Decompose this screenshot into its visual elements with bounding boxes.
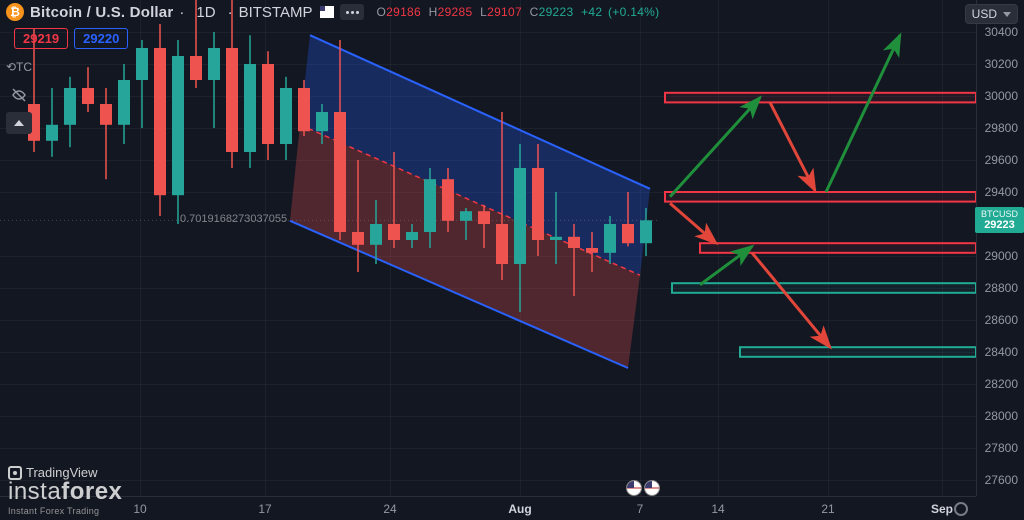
y-axis[interactable]: 3040030200300002980029600294002900028800… (976, 0, 1024, 496)
bid-badge[interactable]: 29219 (14, 28, 68, 49)
price-badges: 29219 29220 (14, 28, 128, 49)
price-tag-value: 29223 (984, 219, 1015, 231)
tradingview-icon (8, 466, 22, 480)
exchange-label[interactable]: BITSTAMP (239, 4, 313, 21)
currency-selector-value: USD (972, 7, 997, 21)
x-axis[interactable]: 101724Aug71421Sep (0, 496, 976, 520)
instaforex-tagline: Instant Forex Trading (8, 506, 122, 516)
more-options-button[interactable] (340, 4, 364, 20)
price-tag-symbol: BTCUSD (981, 209, 1018, 219)
us-event-icon[interactable] (626, 480, 642, 496)
bitcoin-icon: ₿ (6, 3, 24, 21)
chart-header: ₿ Bitcoin / U.S. Dollar · 1D · BITSTAMP … (0, 0, 1024, 24)
chart-canvas[interactable] (0, 0, 976, 496)
fib-level-label: 0.7019168273037055 (180, 213, 287, 225)
us-flag-icon (320, 6, 334, 18)
timeframe-label[interactable]: · (179, 4, 184, 21)
collapse-toggle[interactable] (6, 112, 32, 134)
chevron-down-icon (1003, 12, 1011, 17)
us-event-icon[interactable] (644, 480, 660, 496)
pair-title[interactable]: Bitcoin / U.S. Dollar (30, 4, 173, 21)
sep: · (228, 4, 233, 21)
event-markers[interactable] (626, 480, 660, 496)
currency-selector[interactable]: USD (965, 4, 1018, 24)
settings-icon[interactable] (954, 502, 968, 516)
instaforex-logo: instaforex (8, 478, 122, 506)
watermark: TradingView instaforex Instant Forex Tra… (8, 465, 122, 516)
left-toolbar: ⟲TC (6, 56, 32, 134)
ohlc-readout: O29186 H29285 L29107 C29223 +42 (+0.14%) (372, 5, 659, 19)
visibility-icon[interactable] (6, 84, 32, 106)
timeframe-value[interactable]: 1D (196, 4, 215, 21)
last-price-tag: BTCUSD 29223 (975, 207, 1024, 233)
compare-icon[interactable]: ⟲TC (6, 56, 32, 78)
ask-badge[interactable]: 29220 (74, 28, 128, 49)
